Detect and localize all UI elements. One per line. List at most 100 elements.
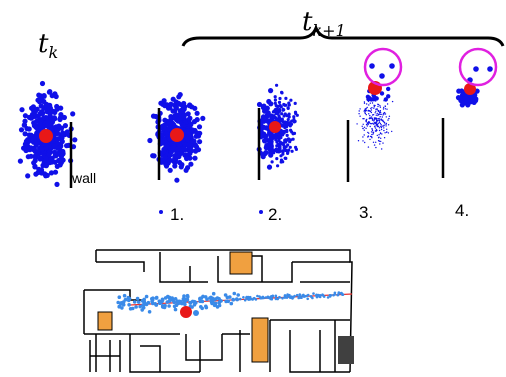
- trajectory-point: [328, 295, 332, 298]
- map-estimate: [180, 306, 192, 318]
- particle: [278, 103, 282, 108]
- particle: [173, 105, 179, 111]
- particle: [60, 148, 66, 155]
- particle: [28, 153, 34, 159]
- particle: [184, 155, 190, 162]
- trajectory-point: [190, 299, 195, 304]
- trajectory-point: [167, 304, 171, 308]
- particle: [40, 110, 46, 116]
- particle: [57, 135, 63, 141]
- particle: [268, 101, 274, 107]
- particle: [285, 122, 289, 126]
- particle: [380, 140, 382, 143]
- step2-label: 2.: [268, 205, 282, 224]
- particle: [21, 145, 27, 151]
- particle: [281, 129, 285, 134]
- particle: [287, 148, 291, 152]
- particle: [382, 114, 384, 116]
- particle: [369, 110, 372, 113]
- outlier-particle: [369, 63, 375, 69]
- particle: [170, 108, 176, 114]
- particle: [391, 100, 394, 103]
- estimate-step1: [170, 128, 184, 142]
- particle: [193, 144, 200, 150]
- particle: [362, 127, 364, 130]
- room-fill-1: [229, 251, 253, 275]
- particle: [275, 157, 279, 161]
- particle: [373, 144, 376, 146]
- particle: [383, 137, 386, 139]
- trajectory-point: [236, 293, 240, 297]
- particle: [18, 127, 25, 133]
- particle: [359, 115, 361, 117]
- trajectory-point: [194, 300, 198, 305]
- particle: [46, 152, 52, 158]
- particle: [378, 119, 380, 121]
- particle: [275, 118, 279, 122]
- trajectory-point: [136, 300, 141, 304]
- particle: [367, 146, 370, 148]
- particle: [189, 104, 195, 110]
- particle: [286, 106, 290, 110]
- particle: [28, 115, 34, 121]
- particle: [37, 99, 43, 105]
- particle: [51, 115, 58, 121]
- particle: [370, 99, 373, 102]
- particle: [371, 118, 374, 120]
- particle: [263, 150, 269, 156]
- trajectory-point: [300, 296, 303, 300]
- particle: [265, 110, 271, 116]
- trajectory-point: [163, 296, 168, 300]
- particle: [366, 125, 368, 127]
- particle: [363, 110, 365, 112]
- floorplan-map: [83, 246, 354, 373]
- particle: [281, 120, 285, 124]
- particle: [188, 161, 194, 167]
- particle: [264, 105, 270, 111]
- particle: [379, 105, 381, 107]
- particle: [260, 115, 266, 122]
- highlight-circle-step3: [363, 47, 403, 87]
- particle: [272, 115, 276, 120]
- particle: [170, 158, 176, 164]
- trajectory-point: [213, 301, 218, 306]
- particle: [161, 98, 167, 104]
- particle: [36, 92, 42, 98]
- particle: [367, 100, 370, 103]
- particle: [273, 95, 277, 99]
- trajectory-point: [226, 299, 230, 304]
- particle: [362, 118, 364, 120]
- trajectory-points: [116, 291, 345, 314]
- particle: [375, 100, 377, 102]
- particle: [185, 165, 191, 171]
- trajectory-point: [254, 298, 258, 301]
- particle: [284, 148, 288, 152]
- particle: [57, 116, 63, 123]
- particle: [193, 148, 199, 154]
- particle: [379, 91, 385, 96]
- particle: [365, 119, 367, 121]
- particle: [166, 103, 172, 110]
- particle: [272, 133, 277, 137]
- particle: [374, 104, 376, 107]
- particle: [375, 114, 377, 116]
- particle: [282, 102, 286, 107]
- particle: [289, 98, 293, 102]
- trajectory-point: [208, 296, 212, 300]
- particle: [260, 154, 266, 160]
- particle: [293, 110, 298, 114]
- particle: [268, 141, 274, 147]
- particle: [30, 136, 37, 142]
- particle: [192, 155, 198, 161]
- particle: [379, 122, 382, 125]
- particle: [364, 109, 366, 111]
- particle: [364, 141, 366, 144]
- particle: [375, 110, 377, 113]
- particle: [256, 101, 263, 108]
- trajectory-point: [315, 295, 319, 299]
- particle: [54, 181, 60, 187]
- particle: [47, 160, 53, 166]
- particle: [277, 139, 281, 143]
- trajectory-point: [337, 293, 340, 296]
- trajectory-point: [116, 300, 120, 305]
